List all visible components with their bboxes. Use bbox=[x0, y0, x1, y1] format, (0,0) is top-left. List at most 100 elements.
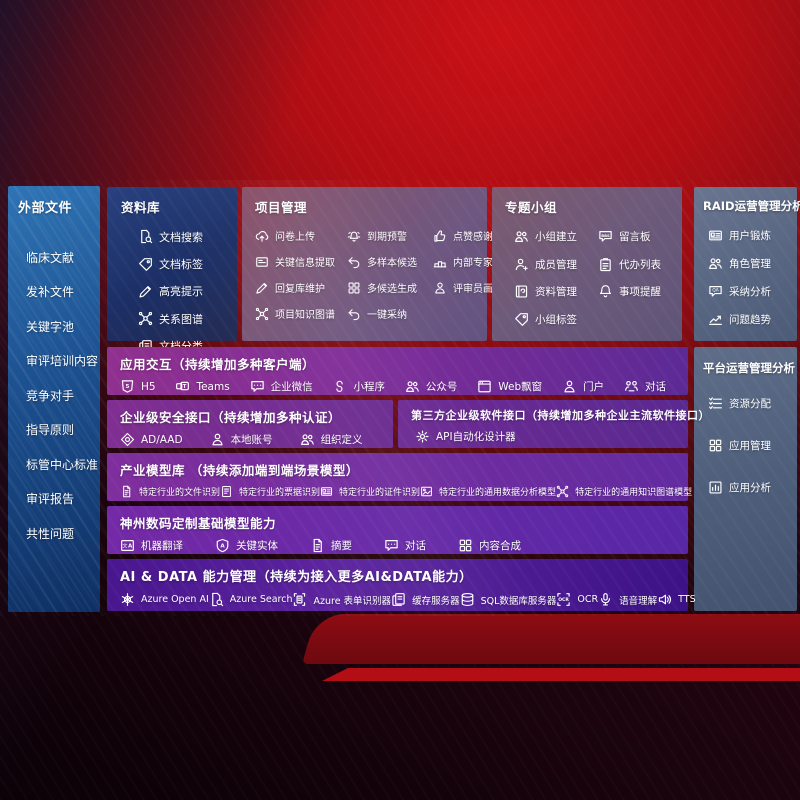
feature-list: 问卷上传 到期预警 点赞感谢 关键信息提取 bbox=[255, 228, 513, 321]
feature-label: 应用分析 bbox=[729, 482, 771, 494]
miniprogram-icon bbox=[332, 379, 347, 394]
podium-icon bbox=[433, 255, 447, 269]
pen-icon bbox=[138, 284, 153, 299]
feature-label: 特定行业的文件识别 bbox=[139, 488, 221, 498]
feature-label: 项目知识图谱 bbox=[275, 310, 335, 321]
feature-label: 门户 bbox=[583, 381, 605, 393]
feature-list: 5 H5 T Teams 企业微信 小程序 bbox=[120, 379, 688, 394]
feature-label: 特定行业的证件识别 bbox=[339, 488, 421, 498]
feature-item: 内部专家排名 bbox=[433, 254, 513, 269]
feature-label: 摘要 bbox=[331, 540, 352, 552]
row-title: 第三方企业级软件接口（持续增加多种企业主流软件接口） bbox=[411, 409, 710, 422]
feature-item: 对话 bbox=[384, 538, 426, 553]
feature-item: BBS 留言板 bbox=[598, 229, 682, 244]
list-icon bbox=[708, 396, 723, 411]
feature-item: 一键采纳 bbox=[347, 306, 433, 321]
security-interface-row: 企业级安全接口（持续增加多种认证） AD/AAD 本地账号 组织定义 bbox=[107, 400, 393, 448]
feature-item: 用户锻炼 bbox=[708, 228, 797, 243]
feature-item: 小组建立 bbox=[514, 229, 598, 244]
doc-search-icon bbox=[138, 229, 153, 244]
panel-title: 专题小组 bbox=[505, 200, 558, 215]
third-party-interface-row: 第三方企业级软件接口（持续增加多种企业主流软件接口） API自动化设计器 bbox=[398, 400, 710, 448]
feature-item: 本地账号 bbox=[210, 432, 273, 447]
feature-label: API自动化设计器 bbox=[436, 431, 516, 443]
database-icon bbox=[460, 592, 475, 607]
tag-icon bbox=[514, 312, 529, 327]
sidebar-item: 标管中心标准 bbox=[26, 457, 99, 472]
feature-label: Azure 表单识别器 bbox=[313, 595, 392, 607]
id-card-icon bbox=[320, 485, 333, 498]
feature-item: 特定行业的通用知识图谱模型 bbox=[556, 485, 692, 498]
form-icon bbox=[220, 485, 233, 498]
feature-label: 角色管理 bbox=[729, 258, 771, 270]
row-title: 企业级安全接口（持续增加多种认证） bbox=[120, 410, 342, 425]
feature-item: 事项提醒 bbox=[598, 284, 682, 299]
feature-list: 资源分配 应用管理 应用分析 bbox=[703, 396, 797, 495]
feature-label: 缓存服务器 bbox=[412, 595, 460, 607]
feature-label: 采纳分析 bbox=[729, 286, 771, 298]
feature-label: 问题趋势 bbox=[729, 314, 771, 326]
svg-text:5: 5 bbox=[126, 384, 130, 390]
book-icon bbox=[514, 284, 529, 299]
feature-label: 公众号 bbox=[425, 381, 458, 393]
feature-label: Azure Search bbox=[229, 594, 293, 605]
gear-icon bbox=[415, 429, 430, 444]
feature-label: TTS bbox=[678, 594, 696, 605]
feature-label: 问卷上传 bbox=[275, 232, 315, 243]
feature-label: 文档搜索 bbox=[159, 230, 203, 244]
external-files-panel: 外部文件 临床文献 发补文件 关键字池 审评培训内容 竞争对手 指导原则 标管中心标准 审评报… bbox=[8, 186, 100, 612]
pen-icon bbox=[255, 281, 269, 295]
feature-item: 高亮提示 bbox=[138, 278, 237, 305]
feature-label: H5 bbox=[141, 380, 156, 393]
feature-item: 公众号 bbox=[405, 379, 458, 394]
graph-icon bbox=[138, 311, 153, 326]
dialog-icon bbox=[624, 379, 639, 394]
feature-item: 评审员画像 bbox=[433, 280, 513, 295]
feature-item: 资料管理 bbox=[514, 284, 598, 299]
feature-item: 问题趋势 bbox=[708, 312, 797, 327]
feature-item: Azure Open AI bbox=[120, 592, 209, 607]
feature-item: SQL数据库服务器 bbox=[460, 592, 557, 607]
row-title: 神州数码定制基础模型能力 bbox=[120, 516, 277, 531]
feature-label: 成员管理 bbox=[535, 258, 577, 271]
sidebar-item: 指导原则 bbox=[26, 423, 75, 438]
feature-label: 回复库维护 bbox=[275, 284, 325, 295]
feature-label: 特定行业的通用数据分析模型 bbox=[439, 488, 557, 498]
feature-label: 资源分配 bbox=[729, 398, 771, 410]
feature-label: SQL数据库服务器 bbox=[480, 595, 557, 607]
feature-item: T Teams bbox=[175, 379, 230, 394]
qa-chat-icon: QA bbox=[708, 284, 723, 299]
card-icon bbox=[255, 255, 269, 269]
feature-item: 关系图谱 bbox=[138, 305, 237, 332]
feature-item: 资源分配 bbox=[708, 396, 797, 411]
bbs-icon: BBS bbox=[598, 229, 613, 244]
alarm-icon bbox=[347, 229, 361, 243]
browser-icon bbox=[477, 379, 492, 394]
sidebar-item: 关键字池 bbox=[26, 319, 75, 334]
feature-item: 文档搜索 bbox=[138, 223, 237, 250]
feature-item: 内容合成 bbox=[458, 538, 521, 553]
feature-label: 小组建立 bbox=[535, 231, 577, 243]
feature-label: 语音理解 bbox=[619, 595, 658, 607]
person-add-icon bbox=[514, 257, 529, 272]
library-panel: 资料库 文档搜索 文档标签 高亮提示 bbox=[107, 187, 237, 353]
row-title: AI & DATA 能力管理（持续为接入更多AI&DATA能力） bbox=[120, 570, 473, 585]
speaker-icon bbox=[657, 592, 672, 607]
feature-item: OCR OCR bbox=[556, 592, 598, 607]
feature-label: 点赞感谢 bbox=[453, 232, 493, 243]
row-title: 产业模型库 （持续添加端到端场景模型） bbox=[120, 463, 359, 478]
chat-icon bbox=[250, 379, 265, 394]
panel-title: RAID运营管理分析 bbox=[703, 199, 800, 213]
feature-label: 内容合成 bbox=[479, 540, 521, 552]
trend-icon bbox=[708, 312, 723, 327]
feature-item: 多候选生成 bbox=[347, 280, 433, 295]
grid-icon bbox=[708, 438, 723, 453]
feature-label: 机器翻译 bbox=[141, 540, 183, 552]
feature-item: Azure Search bbox=[209, 592, 293, 607]
feature-item: 特定行业的证件识别 bbox=[320, 485, 420, 498]
feature-label: 评审员画像 bbox=[453, 284, 503, 295]
shield-a-icon: A bbox=[215, 538, 230, 553]
feature-label: 用户锻炼 bbox=[729, 230, 771, 242]
